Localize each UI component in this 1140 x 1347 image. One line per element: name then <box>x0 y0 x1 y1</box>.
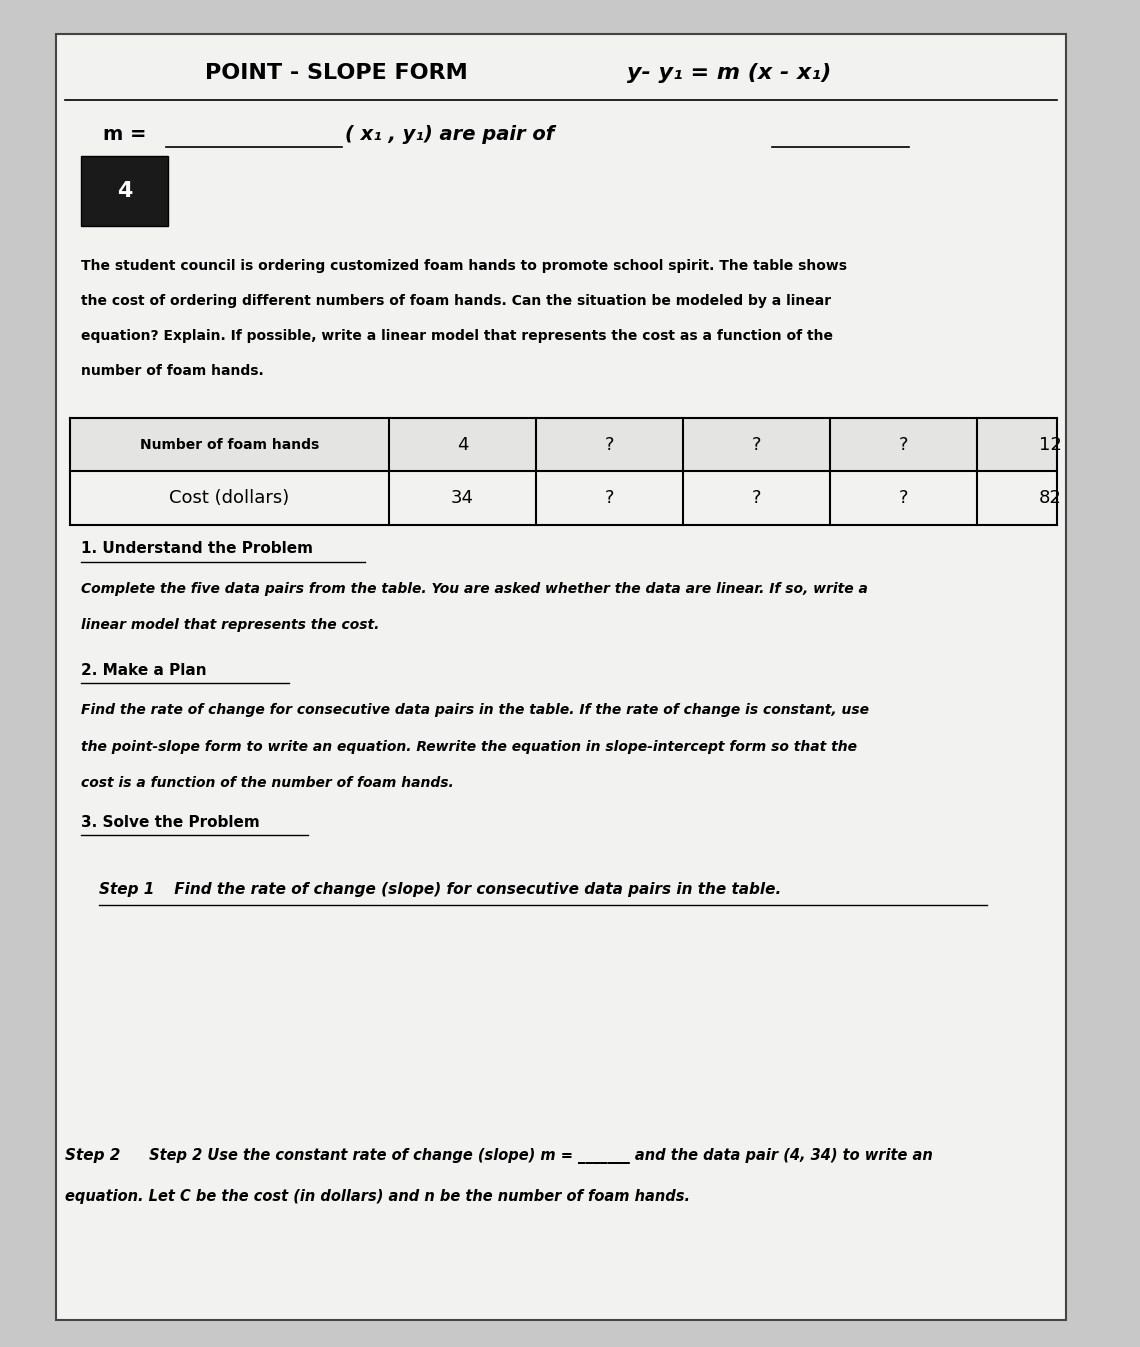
FancyBboxPatch shape <box>56 34 1066 1320</box>
Text: Step 2: Step 2 <box>65 1148 121 1162</box>
Text: 12: 12 <box>1039 435 1061 454</box>
Text: Complete the five data pairs from the table. You are asked whether the data are : Complete the five data pairs from the ta… <box>81 582 868 595</box>
Text: Step 2 Use the constant rate of change (slope) m = _______ and the data pair (4,: Step 2 Use the constant rate of change (… <box>144 1148 933 1164</box>
Text: equation? Explain. If possible, write a linear model that represents the cost as: equation? Explain. If possible, write a … <box>81 329 832 342</box>
Text: the cost of ordering different numbers of foam hands. Can the situation be model: the cost of ordering different numbers o… <box>81 294 831 307</box>
Text: 82: 82 <box>1039 489 1061 508</box>
Text: 34: 34 <box>451 489 474 508</box>
Text: 4: 4 <box>457 435 469 454</box>
Text: POINT - SLOPE FORM: POINT - SLOPE FORM <box>205 63 467 82</box>
Text: equation. Let C be the cost (in dollars) and n be the number of foam hands.: equation. Let C be the cost (in dollars)… <box>65 1189 690 1204</box>
Text: Find the rate of change for consecutive data pairs in the table. If the rate of : Find the rate of change for consecutive … <box>81 703 869 717</box>
Text: Step 1: Step 1 <box>99 882 154 897</box>
Text: ?: ? <box>605 489 614 508</box>
Text: ?: ? <box>751 489 762 508</box>
Text: the point-slope form to write an equation. Rewrite the equation in slope-interce: the point-slope form to write an equatio… <box>81 740 857 753</box>
Text: ( x₁ , y₁) are pair of: ( x₁ , y₁) are pair of <box>345 125 555 144</box>
Text: Find the rate of change (slope) for consecutive data pairs in the table.: Find the rate of change (slope) for cons… <box>170 882 782 897</box>
FancyBboxPatch shape <box>70 418 1057 471</box>
Text: Cost (dollars): Cost (dollars) <box>169 489 290 508</box>
Text: linear model that represents the cost.: linear model that represents the cost. <box>81 618 380 632</box>
Text: y- y₁ = m (x - x₁): y- y₁ = m (x - x₁) <box>627 63 831 82</box>
Text: ?: ? <box>751 435 762 454</box>
Text: m =: m = <box>104 125 147 144</box>
Text: ?: ? <box>898 489 909 508</box>
FancyBboxPatch shape <box>81 156 169 226</box>
Text: 3. Solve the Problem: 3. Solve the Problem <box>81 815 260 830</box>
Text: 1. Understand the Problem: 1. Understand the Problem <box>81 541 312 556</box>
Text: The student council is ordering customized foam hands to promote school spirit. : The student council is ordering customiz… <box>81 259 847 272</box>
Text: Number of foam hands: Number of foam hands <box>140 438 319 451</box>
Text: 4: 4 <box>116 182 132 201</box>
Text: 2. Make a Plan: 2. Make a Plan <box>81 663 206 678</box>
Text: ?: ? <box>605 435 614 454</box>
Text: number of foam hands.: number of foam hands. <box>81 364 263 377</box>
Text: cost is a function of the number of foam hands.: cost is a function of the number of foam… <box>81 776 454 789</box>
Text: ?: ? <box>898 435 909 454</box>
